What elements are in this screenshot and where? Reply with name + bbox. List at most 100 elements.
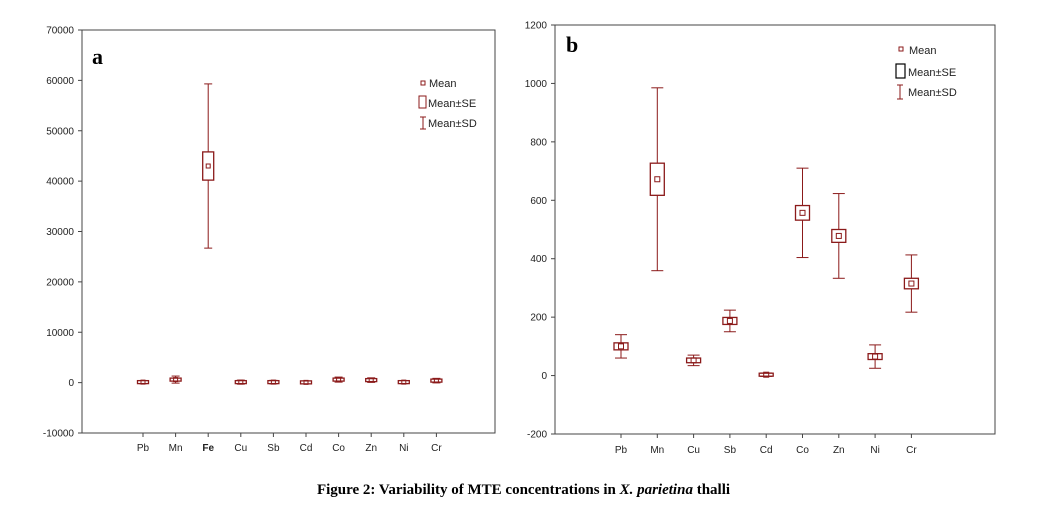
se-box: [685, 357, 702, 364]
xtick-label: Pb: [137, 443, 150, 454]
mean-marker: [872, 353, 879, 360]
panel-b-label: b: [566, 32, 578, 57]
legend-b-se-marker: [895, 63, 906, 79]
ytick-label: -10000: [43, 429, 75, 440]
box-fe: [202, 83, 215, 249]
panel-a-xticks: Pb Mn Fe Cu Sb Cd Co Zn Ni Cr: [137, 433, 442, 454]
panel-b-yticks: -200 0 200 400 600 800 1000 1200: [525, 21, 555, 441]
xtick-label: Sb: [724, 445, 737, 456]
xtick-label: Sb: [267, 443, 280, 454]
box-ni: [867, 344, 883, 369]
box-cr: [430, 377, 443, 384]
box-cu: [234, 379, 247, 385]
panel-b-frame: [554, 24, 996, 435]
ytick-label: 30000: [46, 227, 74, 238]
legend-a-sd: Mean±SD: [428, 118, 477, 130]
ytick-label: 10000: [46, 328, 74, 339]
se-box: [267, 379, 280, 385]
ytick-label: 200: [530, 313, 547, 324]
xtick-label: Fe: [202, 443, 214, 454]
box-sb: [722, 309, 738, 333]
legend-a-mean: Mean: [429, 78, 457, 90]
mean-marker: [368, 377, 374, 383]
legend-b-se: Mean±SE: [908, 67, 956, 79]
mean-marker: [654, 176, 661, 183]
box-pb: [613, 334, 629, 359]
mean-marker: [908, 280, 915, 287]
se-box: [365, 377, 378, 383]
ytick-label: 1000: [525, 79, 548, 90]
xtick-label: Zn: [833, 445, 845, 456]
mean-marker: [140, 379, 146, 385]
se-box: [430, 378, 443, 383]
mean-marker: [726, 317, 733, 324]
ytick-label: 600: [530, 196, 547, 207]
xtick-label: Ni: [870, 445, 879, 456]
mean-marker: [618, 343, 624, 350]
se-box: [794, 204, 811, 221]
legend-a-sd-marker: [420, 116, 426, 130]
box-cr: [903, 254, 920, 313]
xtick-label: Co: [796, 445, 809, 456]
box-mn: [169, 375, 182, 384]
box-mn: [649, 87, 665, 272]
xtick-label: Cr: [906, 445, 917, 456]
xtick-label: Mn: [650, 445, 664, 456]
se-box: [299, 380, 313, 385]
panel-b: b -200 0 200 400 600 800 1000 1200 Pb Mn Cu Sb Cd Co…: [525, 21, 996, 456]
ytick-label: 60000: [46, 76, 74, 87]
ytick-label: 40000: [46, 177, 74, 188]
panel-a-yticks: -10000 0 10000 20000 30000 40000 50000 60000 700…: [43, 26, 82, 440]
xtick-label: Pb: [615, 445, 628, 456]
panel-a-boxes: [136, 83, 443, 385]
se-box: [169, 377, 182, 382]
se-box: [202, 151, 215, 181]
legend-b-mean: Mean: [909, 45, 937, 57]
mean-marker: [690, 357, 697, 364]
mean-marker: [238, 379, 244, 385]
panel-a-legend: Mean Mean±SE Mean±SD: [418, 78, 477, 130]
legend-a-se: Mean±SE: [428, 98, 476, 110]
box-co: [794, 167, 811, 259]
caption-prefix: Figure 2: Variability of MTE concentrati…: [316, 482, 620, 498]
ytick-label: 20000: [46, 277, 74, 288]
box-pb: [136, 379, 150, 385]
se-box: [332, 377, 345, 382]
box-sb: [267, 379, 280, 385]
xtick-label: Mn: [169, 443, 183, 454]
xtick-label: Cd: [300, 443, 313, 454]
xtick-label: Ni: [399, 443, 408, 454]
mean-marker: [173, 377, 179, 383]
panel-b-legend: Mean Mean±SE Mean±SD: [895, 45, 957, 100]
legend-b-sd-marker: [897, 84, 903, 100]
caption-suffix: thalli: [692, 482, 731, 498]
panel-b-xticks: Pb Mn Cu Sb Cd Co Zn Ni Cr: [615, 434, 917, 456]
se-box: [136, 379, 150, 385]
panel-a-label: a: [92, 44, 103, 69]
box-cd: [299, 379, 313, 385]
mean-marker: [270, 379, 276, 385]
panel-a-frame: [81, 29, 496, 434]
se-box: [234, 379, 247, 385]
ytick-label: 50000: [46, 126, 74, 137]
mean-marker: [763, 371, 770, 378]
legend-a-mean-marker: [420, 80, 426, 86]
legend-b-mean-marker: [898, 46, 904, 52]
xtick-label: Co: [332, 443, 345, 454]
mean-marker: [401, 379, 407, 385]
ytick-label: 800: [530, 137, 547, 148]
ytick-label: 400: [530, 254, 547, 265]
figure: a -1000001000020000300004000050000600007…: [43, 21, 996, 456]
se-box: [722, 316, 738, 326]
mean-marker: [799, 209, 806, 216]
box-cu: [685, 354, 702, 367]
ytick-label: -200: [527, 430, 547, 441]
box-co: [332, 376, 345, 383]
mean-marker: [336, 377, 342, 383]
se-box: [831, 228, 847, 244]
se-box: [649, 162, 665, 196]
caption-species: X. parietina: [619, 482, 693, 498]
xtick-label: Zn: [365, 443, 377, 454]
se-box: [758, 372, 774, 377]
box-ni: [397, 379, 410, 385]
